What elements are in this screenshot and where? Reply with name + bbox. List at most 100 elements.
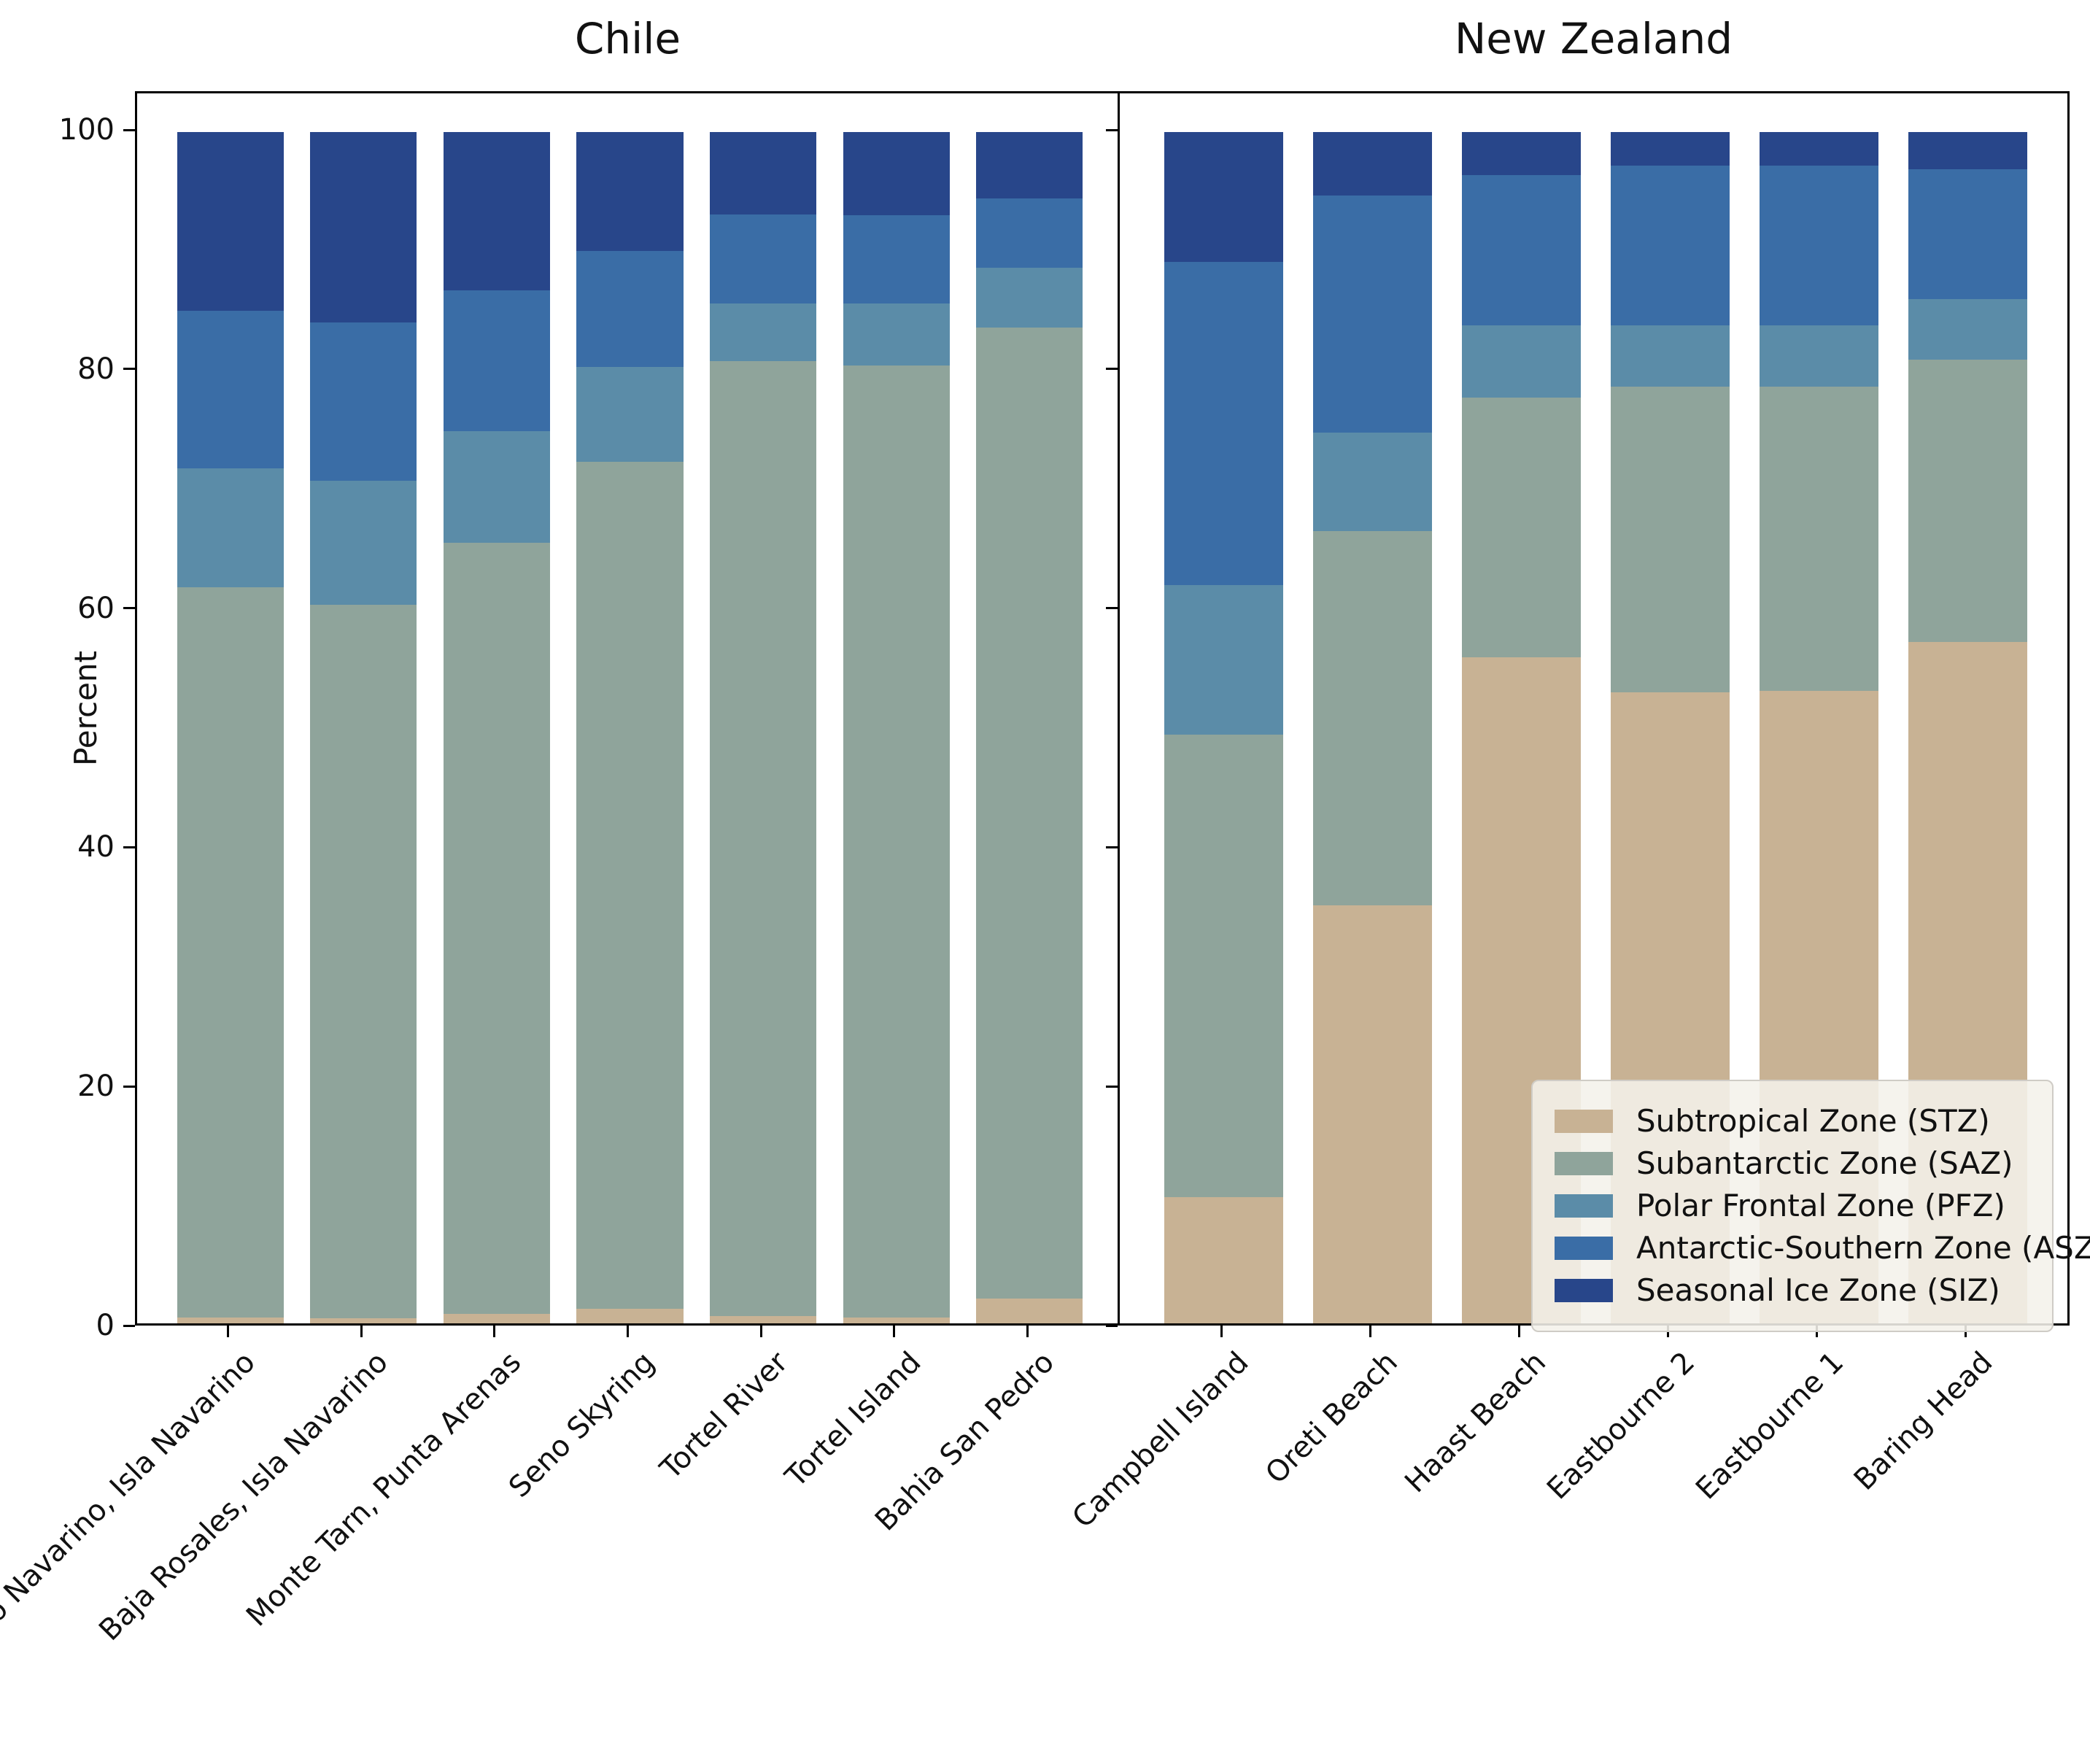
y-axis-label: Percent: [68, 650, 104, 767]
bar-segment-ASZ: [576, 251, 684, 367]
legend: Subtropical Zone (STZ) Subantarctic Zone …: [1531, 1080, 2090, 1332]
y-tick-label: 20: [77, 1069, 115, 1104]
bar-segment-PFZ: [1610, 325, 1730, 387]
bar-segment-PFZ: [576, 366, 684, 463]
bar-segment-ASZ: [976, 198, 1083, 268]
bar-segment-SAZ: [310, 605, 417, 1319]
legend-swatch-ASZ: [1555, 1237, 1613, 1260]
bar-segment-SIZ: [843, 132, 950, 216]
x-tick-label: Eastbourne 2: [1541, 1345, 1702, 1506]
y-tick-mark: [123, 846, 135, 848]
stacked-bar-tortel-river: [710, 132, 817, 1323]
y-tick-mark: [123, 1085, 135, 1088]
y-tick-mark: [1106, 368, 1118, 371]
y-tick-mark: [1106, 846, 1118, 848]
legend-label-PFZ: Polar Frontal Zone (PFZ): [1636, 1188, 2005, 1223]
x-tick-label: Eastbourne 1: [1689, 1345, 1851, 1506]
bar-segment-ASZ: [1610, 165, 1730, 325]
x-tick-label: Baring Head: [1847, 1345, 2000, 1497]
stacked-bar-campbell-island: [1164, 132, 1284, 1323]
panel-title-chile: Chile: [574, 14, 681, 63]
bar-segment-PFZ: [1164, 584, 1284, 735]
stacked-bar-oreti-beach: [1313, 132, 1433, 1323]
stacked-bar-puerto-navarino-isla-navarino: [177, 132, 284, 1323]
y-tick-mark: [123, 368, 135, 371]
bar-segment-STZ: [843, 1317, 950, 1323]
y-tick-mark: [1106, 1324, 1118, 1327]
panel-title-new-zealand: New Zealand: [1454, 14, 1733, 63]
y-tick-mark: [1106, 1085, 1118, 1088]
y-tick-label: 80: [77, 352, 115, 386]
bar-segment-PFZ: [443, 430, 550, 543]
bar-segment-SAZ: [1313, 531, 1433, 905]
x-tick-mark: [893, 1326, 896, 1337]
x-tick-mark: [627, 1326, 629, 1337]
plot-area-chile: [135, 91, 1121, 1326]
bar-segment-SIZ: [177, 132, 284, 311]
stacked-bar-tortel-island: [843, 132, 950, 1323]
x-tick-mark: [227, 1326, 230, 1337]
bars-layer-chile: [137, 132, 1118, 1323]
bar-segment-SAZ: [976, 327, 1083, 1299]
bar-segment-SIZ: [1610, 132, 1730, 166]
bar-segment-SIZ: [443, 132, 550, 291]
y-tick-mark: [1106, 128, 1118, 131]
x-tick-label: Tortel Island: [779, 1345, 928, 1494]
legend-entry-STZ: Subtropical Zone (STZ): [1555, 1100, 2030, 1142]
bar-segment-SIZ: [1908, 132, 2027, 169]
bar-segment-PFZ: [976, 268, 1083, 328]
bar-segment-STZ: [1313, 905, 1433, 1323]
stacked-bar-monte-tarn-punta-arenas: [443, 132, 550, 1323]
bar-segment-SIZ: [1759, 132, 1878, 166]
bar-segment-ASZ: [1759, 165, 1878, 325]
y-tick-mark: [1106, 607, 1118, 610]
y-tick-mark: [123, 607, 135, 610]
legend-label-SIZ: Seasonal Ice Zone (SIZ): [1636, 1272, 2000, 1308]
stacked-bar-bahia-san-pedro: [976, 132, 1083, 1323]
stacked-bar-baja-rosales-isla-navarino: [310, 132, 417, 1323]
y-tick-mark: [123, 128, 135, 131]
bar-segment-SIZ: [1461, 132, 1582, 175]
legend-label-STZ: Subtropical Zone (STZ): [1636, 1103, 1990, 1139]
legend-swatch-PFZ: [1555, 1194, 1613, 1218]
bar-segment-SAZ: [710, 360, 817, 1317]
bar-segment-ASZ: [1908, 169, 2027, 299]
bar-segment-PFZ: [310, 481, 417, 606]
x-tick-mark: [1220, 1326, 1223, 1337]
x-tick-mark: [1369, 1326, 1372, 1337]
bar-segment-PFZ: [177, 468, 284, 587]
bar-segment-STZ: [576, 1309, 684, 1323]
bar-segment-STZ: [443, 1313, 550, 1323]
bar-segment-STZ: [177, 1317, 284, 1323]
y-tick-mark: [123, 1324, 135, 1327]
bar-segment-ASZ: [177, 310, 284, 468]
bar-segment-PFZ: [843, 303, 950, 366]
x-tick-mark: [1518, 1326, 1521, 1337]
legend-swatch-SIZ: [1555, 1279, 1613, 1302]
x-tick-label: Haast Beach: [1398, 1345, 1553, 1500]
legend-entry-ASZ: Antarctic-Southern Zone (ASZ): [1555, 1227, 2090, 1269]
bar-segment-STZ: [710, 1316, 817, 1323]
x-tick-mark: [493, 1326, 496, 1337]
x-tick-label: Tortel River: [654, 1345, 794, 1486]
x-tick-label: Campbell Island: [1066, 1345, 1255, 1535]
bar-segment-PFZ: [1908, 298, 2027, 360]
bar-segment-ASZ: [443, 290, 550, 431]
bar-segment-PFZ: [710, 303, 817, 361]
stacked-bar-seno-skyring: [576, 132, 684, 1323]
y-tick-label: 100: [58, 113, 115, 147]
bar-segment-SIZ: [1164, 132, 1284, 263]
bar-segment-ASZ: [843, 215, 950, 304]
bar-segment-ASZ: [1164, 262, 1284, 585]
bar-segment-SAZ: [843, 365, 950, 1318]
legend-label-ASZ: Antarctic-Southern Zone (ASZ): [1636, 1230, 2090, 1266]
x-tick-label: Monte Tarn, Punta Arenas: [240, 1345, 528, 1633]
bar-segment-PFZ: [1461, 325, 1582, 398]
bar-segment-SIZ: [576, 132, 684, 252]
y-tick-label: 60: [77, 591, 115, 625]
legend-label-SAZ: Subantarctic Zone (SAZ): [1636, 1145, 2013, 1181]
x-tick-mark: [360, 1326, 363, 1337]
bar-segment-SAZ: [1908, 359, 2027, 642]
bar-segment-STZ: [976, 1298, 1083, 1323]
